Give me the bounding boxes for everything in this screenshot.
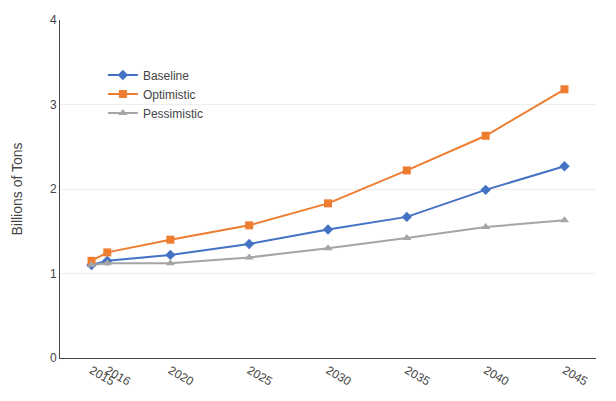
svg-text:Baseline: Baseline xyxy=(143,69,189,83)
svg-text:Pessimistic: Pessimistic xyxy=(143,107,203,121)
svg-text:3: 3 xyxy=(50,98,57,112)
svg-text:0: 0 xyxy=(50,351,57,365)
svg-text:2035: 2035 xyxy=(402,363,432,389)
svg-text:2030: 2030 xyxy=(324,363,354,389)
svg-text:Billions of Tons: Billions of Tons xyxy=(9,142,25,235)
svg-text:2040: 2040 xyxy=(481,363,511,389)
svg-text:2025: 2025 xyxy=(245,363,275,389)
svg-text:1: 1 xyxy=(50,267,57,281)
svg-text:2020: 2020 xyxy=(166,363,196,389)
svg-text:Optimistic: Optimistic xyxy=(143,88,196,102)
svg-text:2045: 2045 xyxy=(560,363,590,389)
svg-text:4: 4 xyxy=(50,13,57,27)
svg-text:2016: 2016 xyxy=(103,363,133,389)
svg-text:2015: 2015 xyxy=(87,363,117,389)
svg-text:2: 2 xyxy=(50,182,57,196)
